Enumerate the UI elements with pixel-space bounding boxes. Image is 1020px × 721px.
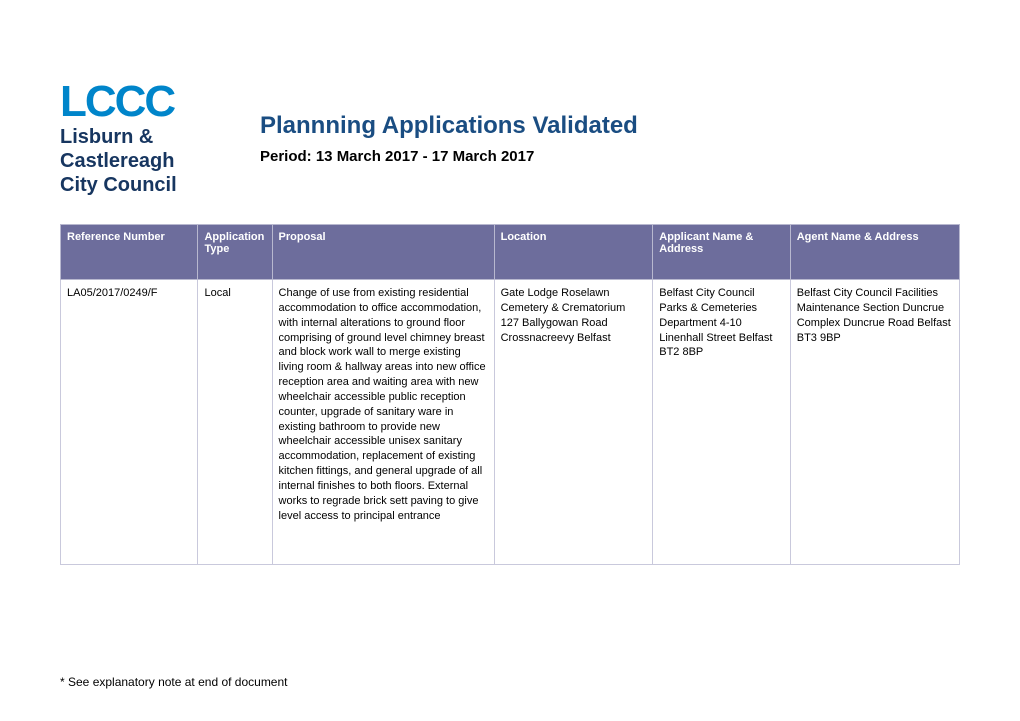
cell-agent: Belfast City Council Facilities Maintena… [790, 280, 959, 565]
logo-wordmark: LCCC [60, 80, 260, 124]
table-header-row: Reference Number Application Type Propos… [61, 225, 960, 280]
document-page: LCCC Lisburn & Castlereagh City Council … [0, 0, 1020, 719]
cell-reference: LA05/2017/0249/F [61, 280, 198, 565]
th-applicant: Applicant Name & Address [653, 225, 790, 280]
cell-applicant: Belfast City Council Parks & Cemeteries … [653, 280, 790, 565]
footnote-text: * See explanatory note at end of documen… [60, 675, 960, 689]
th-agent: Agent Name & Address [790, 225, 959, 280]
council-logo: LCCC Lisburn & Castlereagh City Council [60, 80, 260, 196]
header-row: LCCC Lisburn & Castlereagh City Council … [60, 80, 960, 196]
page-title: Plannning Applications Validated [260, 112, 638, 140]
title-block: Plannning Applications Validated Period:… [260, 80, 638, 165]
th-reference: Reference Number [61, 225, 198, 280]
cell-location: Gate Lodge Roselawn Cemetery & Crematori… [494, 280, 653, 565]
table-row: LA05/2017/0249/F Local Change of use fro… [61, 280, 960, 565]
th-type: Application Type [198, 225, 272, 280]
cell-type: Local [198, 280, 272, 565]
applications-table: Reference Number Application Type Propos… [60, 224, 960, 565]
period-text: Period: 13 March 2017 - 17 March 2017 [260, 148, 638, 165]
th-proposal: Proposal [272, 225, 494, 280]
cell-proposal: Change of use from existing residential … [272, 280, 494, 565]
logo-subline-1: Lisburn & [60, 126, 260, 148]
th-location: Location [494, 225, 653, 280]
logo-subline-2: Castlereagh [60, 150, 260, 172]
logo-subline-3: City Council [60, 174, 260, 196]
